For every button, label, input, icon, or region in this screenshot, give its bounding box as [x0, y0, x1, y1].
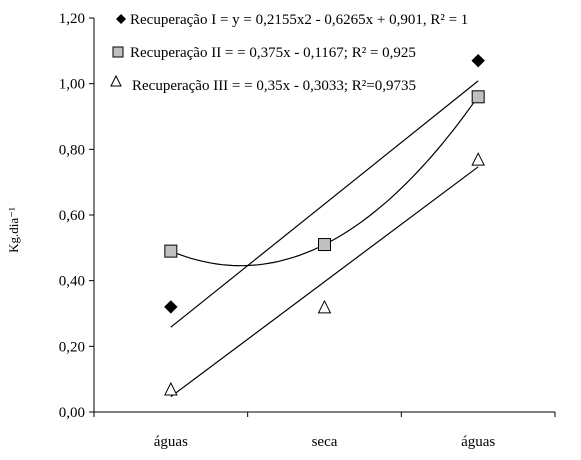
y-tick-label: 0,40	[59, 274, 85, 290]
trendline	[170, 166, 479, 398]
data-points	[164, 53, 485, 396]
x-tick-label: seca	[312, 434, 338, 450]
y-tick-label: 1,20	[59, 11, 85, 27]
y-tick-label: 0,20	[59, 339, 85, 355]
x-tick-label: águas	[154, 434, 188, 450]
data-point-triangle	[471, 152, 485, 166]
legend-marker-triangle	[110, 74, 122, 87]
legend-label-recuperacao-i: Recuperação I = y = 0,2155x2 - 0,6265x +…	[130, 12, 468, 28]
data-point-triangle	[317, 299, 332, 314]
legend-label-recuperacao-ii: Recuperação II = = 0,375x - 0,1167; R² =…	[130, 45, 416, 61]
legend-label-recuperacao-iii: Recuperação III = = 0,35x - 0,3033; R²=0…	[132, 78, 416, 94]
data-point-diamond	[471, 53, 485, 68]
data-point-square	[164, 244, 178, 258]
y-tick-label: 0,60	[59, 208, 85, 224]
x-tick-label: águas	[461, 434, 495, 450]
axes: 0,00 0,20 0,40 0,60 0,80 1,00 1,20 águas seca águ…	[59, 11, 556, 450]
legend-marker-square	[112, 46, 124, 58]
legend-item-recuperacao-i: Recuperação I = y = 0,2155x2 - 0,6265x +…	[116, 12, 468, 28]
trendline	[170, 80, 479, 328]
legend: Recuperação I = y = 0,2155x2 - 0,6265x +…	[110, 12, 468, 94]
y-tick-label: 0,80	[59, 142, 85, 158]
legend-item-recuperacao-ii: Recuperação II = = 0,375x - 0,1167; R² =…	[112, 45, 416, 61]
y-tick-label: 1,00	[59, 77, 85, 93]
data-point-square	[471, 90, 485, 104]
legend-item-recuperacao-iii: Recuperação III = = 0,35x - 0,3033; R²=0…	[110, 74, 416, 94]
data-point-square	[318, 238, 331, 252]
y-tick-label: 0,00	[59, 405, 85, 421]
legend-marker-diamond	[116, 14, 126, 24]
data-point-triangle	[164, 381, 178, 396]
data-point-diamond	[164, 300, 178, 314]
y-axis-label: Kg.dia⁻¹	[6, 207, 21, 253]
